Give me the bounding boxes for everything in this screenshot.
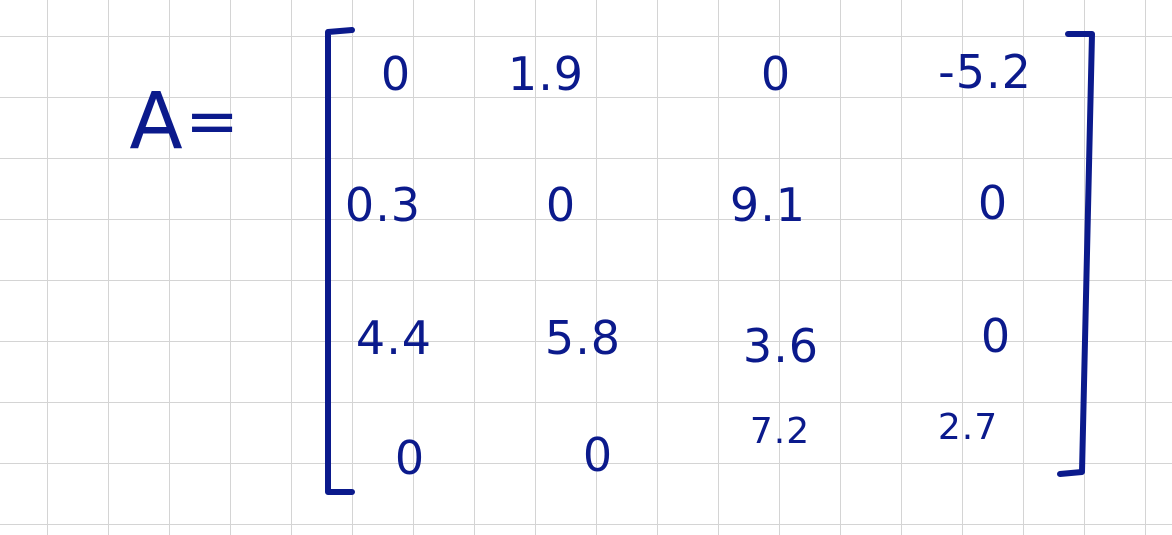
matrix-cell-r4-c4: 2.7: [937, 407, 999, 448]
matrix-cell-r1-c3: 0: [760, 47, 792, 101]
matrix-cell-r2-c1: 0.3: [344, 178, 422, 232]
matrix-cell-r3-c2: 5.8: [544, 311, 622, 365]
matrix-cell-r2-c4: 0: [977, 176, 1009, 230]
equals-sign: =: [185, 85, 239, 159]
matrix-cell-r3-c1: 4.4: [355, 311, 433, 365]
matrix-cell-r4-c3: 7.2: [749, 411, 811, 452]
matrix-name: A: [129, 77, 183, 167]
matrix-cell-r3-c4: 0: [980, 309, 1012, 363]
matrix-cell-r4-c1: 0: [394, 431, 426, 485]
matrix-cell-r2-c2: 0: [545, 178, 577, 232]
matrix-cell-r2-c3: 9.1: [729, 178, 807, 232]
matrix-cell-r3-c3: 3.6: [742, 319, 820, 373]
matrix-cell-r1-c4: -5.2: [938, 45, 1032, 99]
matrix-cell-r4-c2: 0: [582, 428, 614, 482]
left-bracket: [325, 27, 355, 495]
right-bracket: [1057, 31, 1095, 477]
matrix-cell-r1-c1: 0: [380, 47, 412, 101]
matrix-cell-r1-c2: 1.9: [507, 47, 585, 101]
